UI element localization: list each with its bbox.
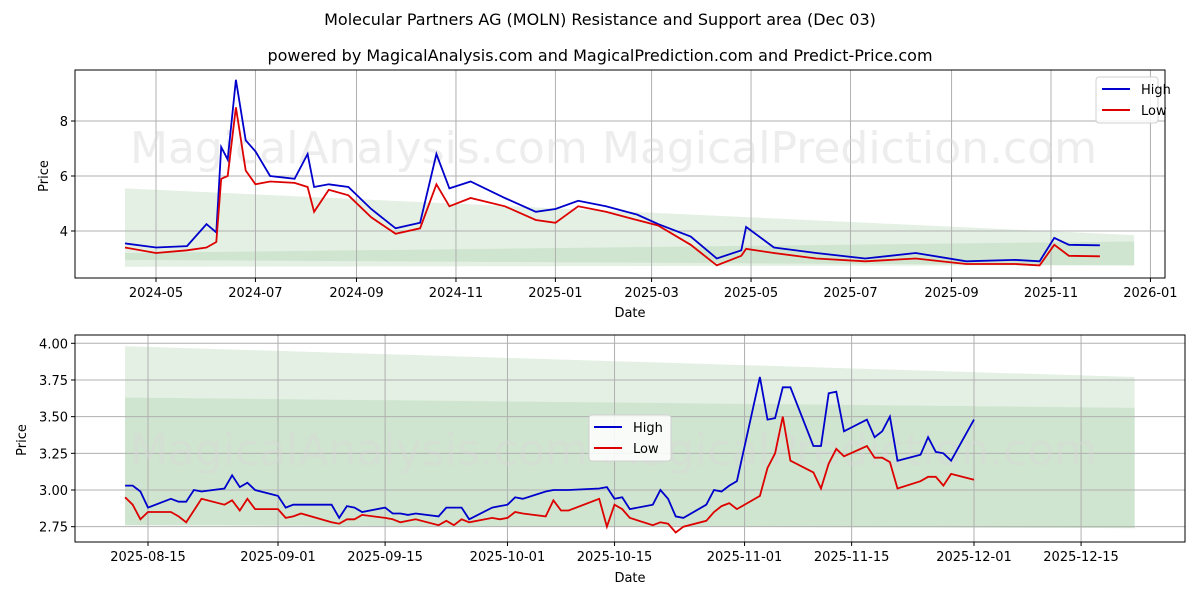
bottom-x-axis: 2025-08-15 2025-09-01 2025-09-15 2025-10-01… [110, 542, 1119, 565]
x-tick-label: 2025-09-15 [347, 550, 423, 565]
x-tick-label: 2025-08-15 [110, 550, 186, 565]
x-tick-label: 2026-01 [1123, 286, 1177, 301]
x-tick-label: 2025-12-15 [1043, 550, 1119, 565]
chart-subtitle: powered by MagicalAnalysis.com and Magic… [267, 46, 933, 65]
y-tick-label: 3.75 [39, 374, 68, 389]
top-y-axis-label: Price [37, 160, 52, 192]
x-tick-label: 2024-07 [228, 286, 282, 301]
top-high-line [124, 79, 1100, 263]
chart-title: Molecular Partners AG (MOLN) Resistance … [324, 10, 876, 29]
x-tick-label: 2025-01 [528, 286, 582, 301]
watermark: MagicalPrediction.com [602, 425, 1097, 476]
bottom-y-axis-label: Price [15, 424, 30, 456]
x-tick-label: 2025-05 [724, 286, 778, 301]
top-plot-frame [74, 69, 1166, 279]
bottom-plot-frame [74, 334, 1186, 543]
y-tick-label: 6 [60, 170, 68, 185]
watermark: MagicalAnalysis.com [130, 425, 588, 476]
top-grid [75, 70, 1165, 278]
watermark: MagicalAnalysis.com [130, 123, 588, 174]
x-tick-label: 2025-11-01 [707, 550, 783, 565]
watermark: MagicalPrediction.com [602, 123, 1097, 174]
y-tick-label: 3.00 [39, 484, 68, 499]
support-inner-band [125, 241, 1135, 266]
top-x-axis: 2024-05 2024-07 2024-09 2024-11 2025-01 2025-… [129, 278, 1178, 301]
x-tick-label: 2025-11 [1024, 286, 1078, 301]
legend-low-label: Low [633, 442, 659, 457]
legend-high-label: High [1141, 83, 1171, 98]
top-chart: MagicalAnalysis.com MagicalPrediction.co… [37, 69, 1178, 321]
x-tick-label: 2024-09 [329, 286, 383, 301]
y-tick-label: 3.50 [39, 411, 68, 426]
x-tick-label: 2025-10-01 [470, 550, 546, 565]
x-tick-label: 2025-10-15 [577, 550, 653, 565]
y-tick-label: 8 [60, 115, 68, 130]
top-y-axis: 4 6 8 [60, 115, 75, 240]
y-tick-label: 4 [60, 225, 68, 240]
x-tick-label: 2025-07 [823, 286, 877, 301]
x-tick-label: 2025-03 [624, 286, 678, 301]
top-x-axis-label: Date [614, 306, 645, 321]
y-tick-label: 2.75 [39, 521, 68, 536]
x-tick-label: 2025-09-01 [240, 550, 316, 565]
x-tick-label: 2025-11-15 [814, 550, 890, 565]
bottom-y-axis: 2.75 3.00 3.25 3.50 3.75 4.00 [39, 337, 75, 536]
y-tick-label: 4.00 [39, 337, 68, 352]
x-tick-label: 2025-09 [924, 286, 978, 301]
legend-low-label: Low [1141, 104, 1167, 119]
top-support-resistance-bands [125, 188, 1135, 267]
bottom-x-axis-label: Date [614, 571, 645, 586]
top-low-line [124, 107, 1100, 267]
x-tick-label: 2025-12-01 [936, 550, 1012, 565]
bottom-low-line [124, 416, 975, 534]
legend-high-label: High [633, 421, 663, 436]
bottom-legend: High Low [588, 414, 672, 462]
bottom-high-line [125, 376, 975, 521]
x-tick-label: 2024-05 [129, 286, 183, 301]
bottom-grid [75, 335, 1185, 542]
top-legend: High Low [1095, 76, 1171, 124]
x-tick-label: 2024-11 [429, 286, 483, 301]
bottom-chart: MagicalAnalysis.com MagicalPrediction.co… [15, 334, 1186, 586]
y-tick-label: 3.25 [39, 447, 68, 462]
